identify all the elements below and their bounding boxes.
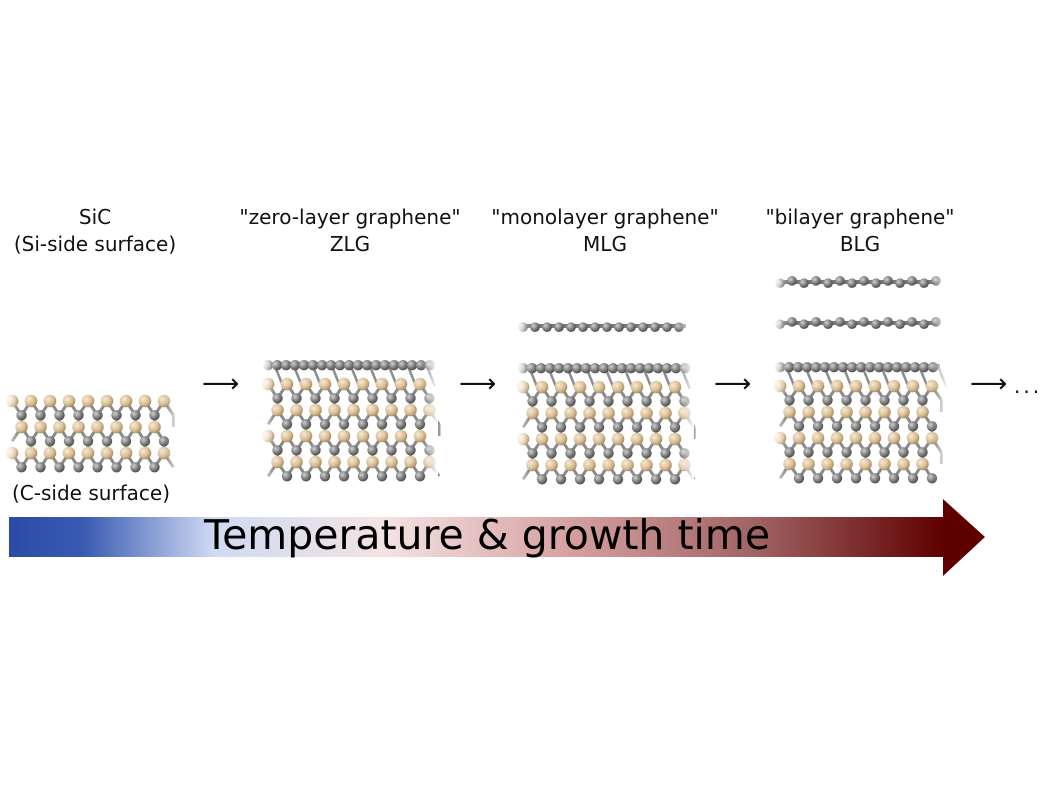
mlg-buffer-layer-layer: [517, 359, 692, 375]
stage-zlg-abbrev: ZLG: [329, 232, 371, 256]
blg-graphene-layer: [774, 315, 946, 331]
stage-blg-title: "bilayer graphene" BLG: [745, 204, 975, 258]
banner-label: Temperature & growth time: [204, 511, 771, 559]
stage-blg-name: "bilayer graphene": [765, 205, 955, 229]
stage-blg-abbrev: BLG: [839, 232, 881, 256]
step-arrow-icon: ⟶: [459, 369, 497, 399]
stage-sic-subtitle: (Si-side surface): [13, 232, 177, 256]
banner-arrow-body: [9, 517, 944, 557]
blg-graphene-layer-top: [774, 274, 946, 290]
stage-mlg-abbrev: MLG: [583, 232, 627, 256]
stage-zlg-title: "zero-layer graphene" ZLG: [230, 204, 470, 258]
step-arrow-icon: ⟶: [714, 369, 752, 399]
c-side-caption: (C-side surface): [12, 481, 171, 505]
slab-mlg: [515, 375, 696, 495]
slab-sic: [4, 389, 180, 483]
zlg-buffer-layer-layer: [262, 356, 436, 372]
slab-zlg: [260, 372, 441, 492]
temperature-banner-arrow: [9, 499, 985, 576]
step-arrow-icon: ⟶: [970, 369, 1008, 399]
mlg-graphene-layer: [517, 318, 692, 334]
stage-sic-name: SiC: [78, 205, 112, 229]
step-arrow-icon: ⟶: [202, 369, 240, 399]
banner-arrow-head: [943, 499, 985, 576]
blg-buffer-layer-layer: [774, 358, 946, 374]
continuation-ellipsis: ...: [1014, 374, 1043, 398]
stage-zlg-name: "zero-layer graphene": [239, 205, 461, 229]
stage-mlg-name: "monolayer graphene": [491, 205, 719, 229]
stage-sic-title: SiC (Si-side surface): [0, 204, 190, 258]
slab-blg: [772, 374, 948, 494]
stage-mlg-title: "monolayer graphene" MLG: [480, 204, 730, 258]
crystal-structures: [4, 274, 949, 495]
